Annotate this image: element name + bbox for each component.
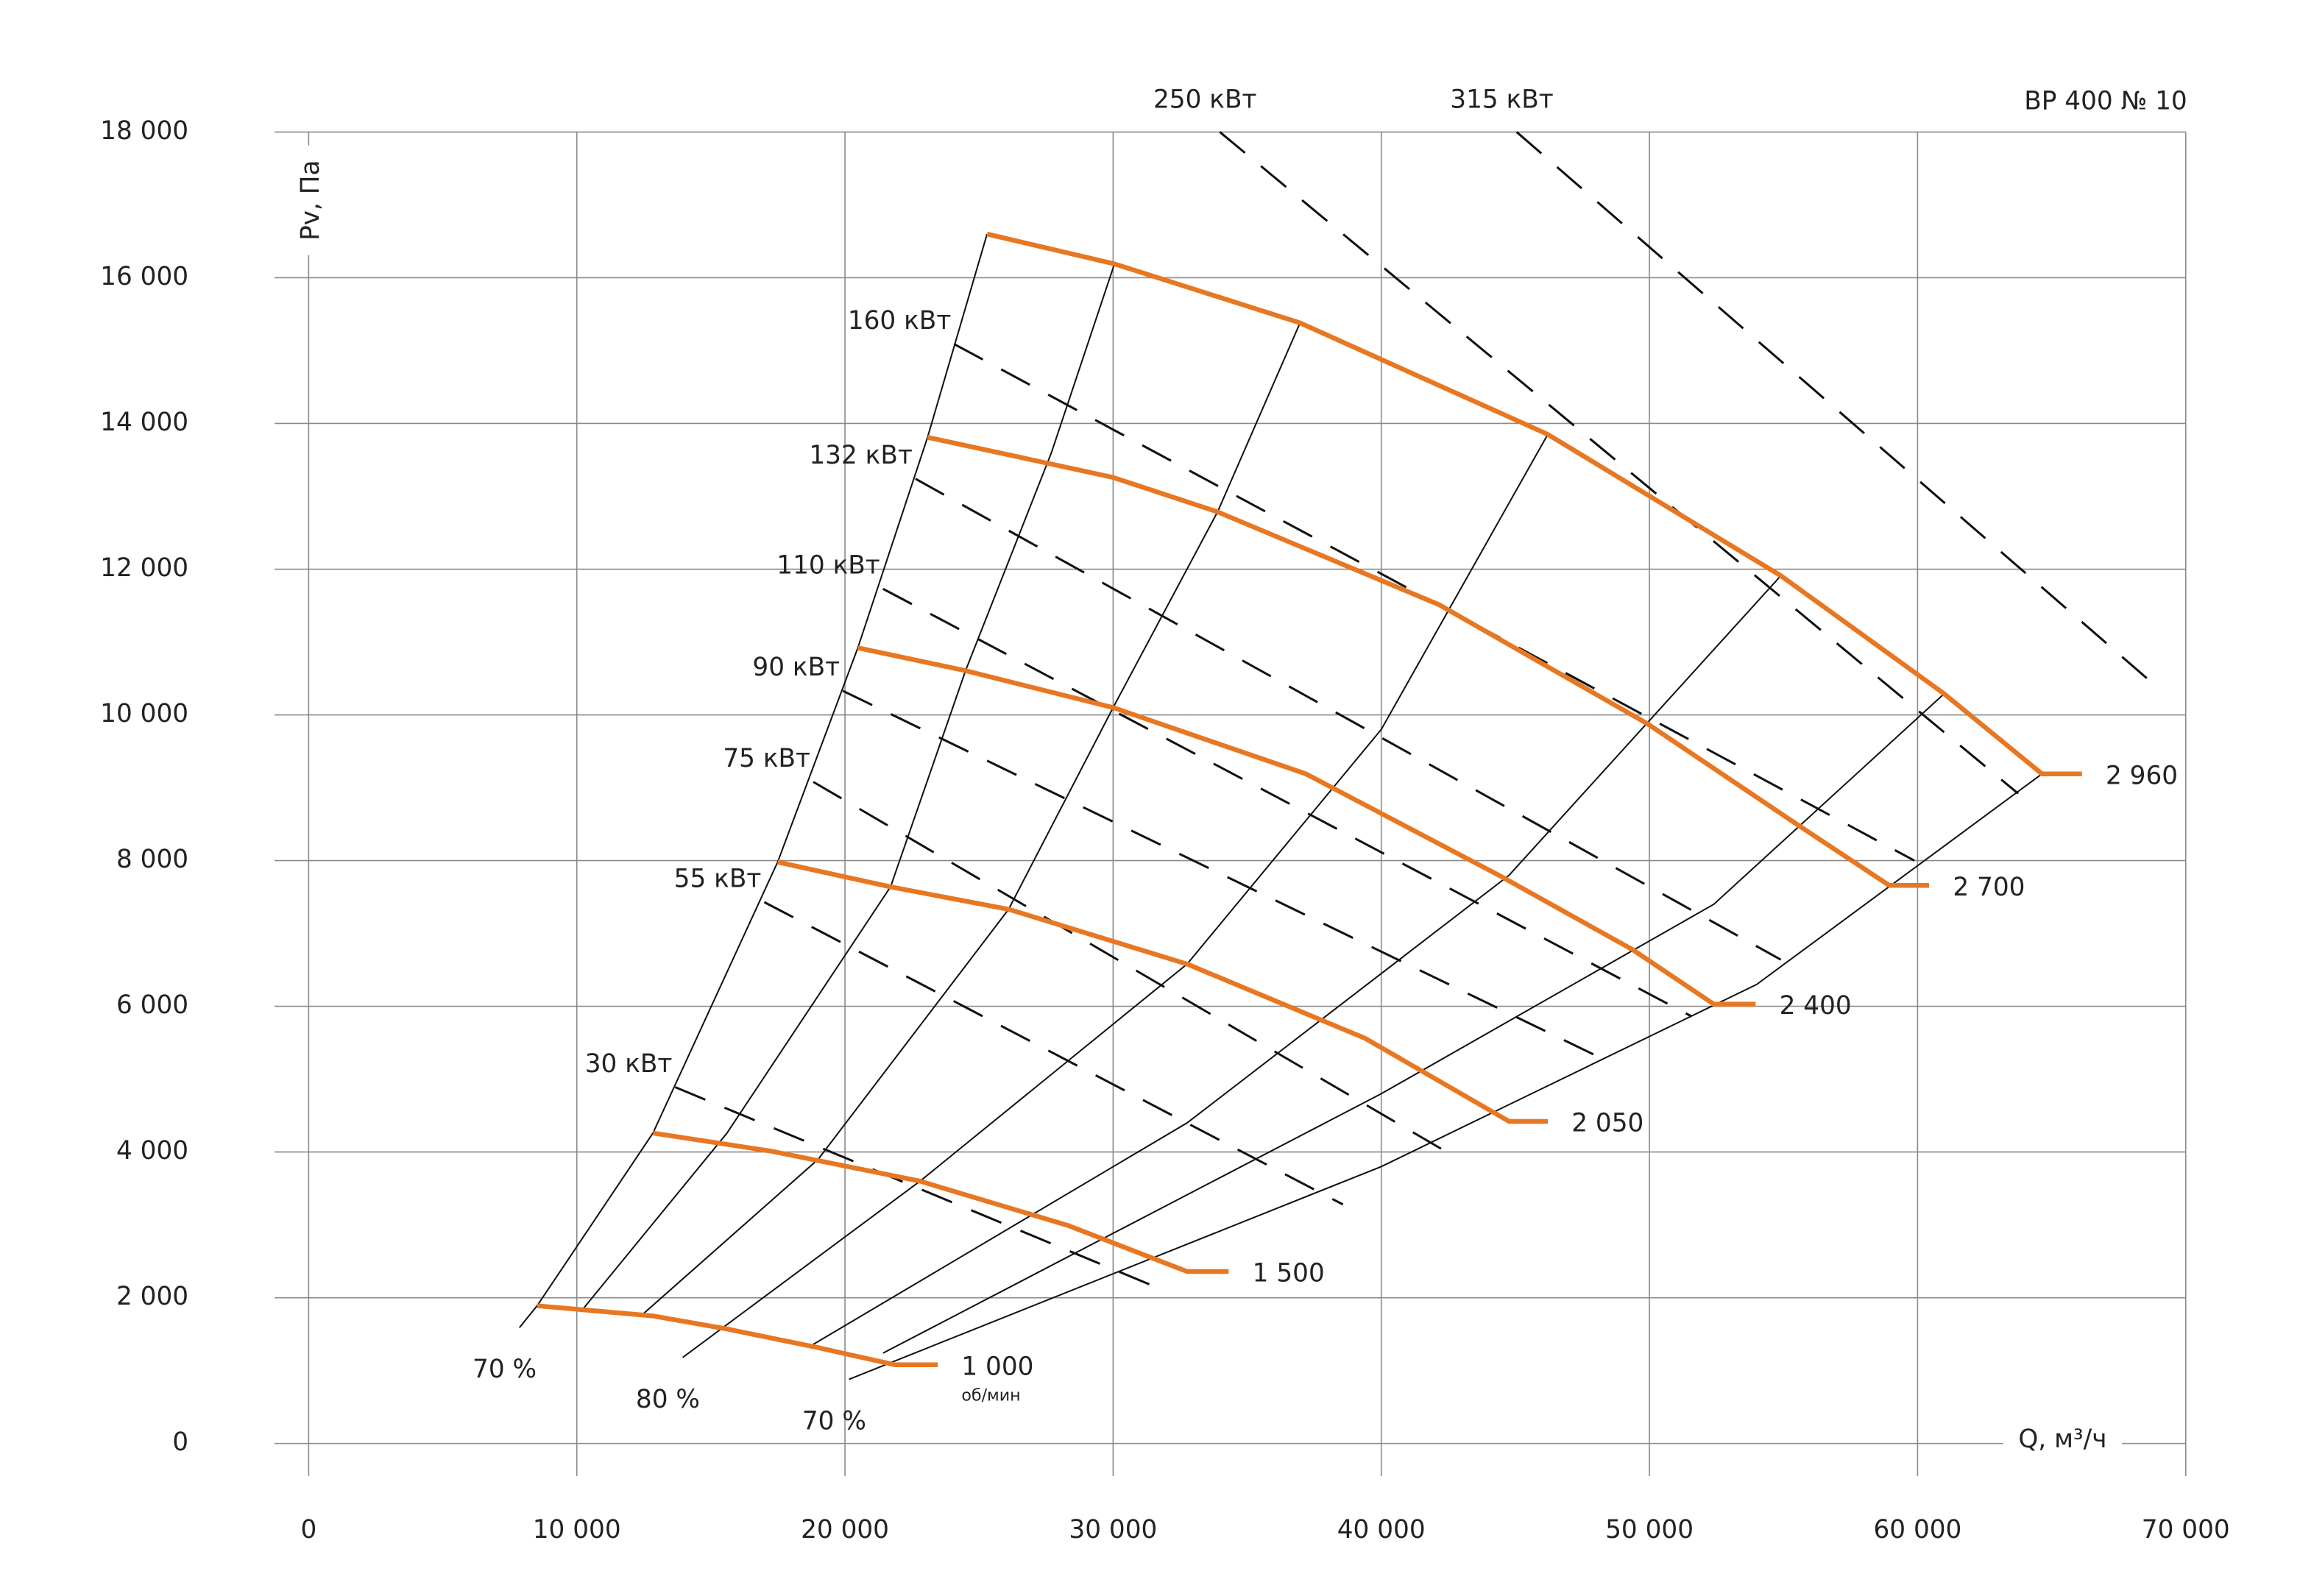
y-tick-label: 16 000: [100, 262, 188, 291]
y-tick-label: 18 000: [100, 116, 188, 146]
rpm-label: 2 400: [1780, 991, 1852, 1021]
efficiency-label: 70 %: [473, 1355, 537, 1384]
power-label: 250 кВт: [1153, 85, 1256, 115]
y-tick-label: 14 000: [100, 408, 188, 437]
rpm-label: 2 050: [1571, 1109, 1643, 1138]
power-label: 110 кВт: [776, 551, 880, 581]
rpm-curve: [537, 1303, 938, 1367]
chart-title: ВР 400 № 10: [2024, 87, 2187, 116]
power-label: 90 кВт: [752, 653, 840, 682]
rpm-label: 1 500: [1253, 1259, 1325, 1288]
x-axis-label: Q, м³/ч: [2018, 1425, 2106, 1454]
efficiency-line: [849, 773, 2043, 1380]
y-tick-label: 0: [172, 1427, 188, 1457]
power-label: 160 кВт: [848, 306, 951, 336]
rpm-label: 1 000: [961, 1352, 1033, 1381]
y-tick-label: 12 000: [100, 553, 188, 583]
power-line: [1515, 131, 2156, 687]
power-line: [813, 781, 1448, 1153]
power-line: [882, 587, 1693, 1018]
rpm-unit: об/мин: [961, 1386, 1020, 1405]
y-tick-label: 2 000: [116, 1282, 188, 1311]
rpm-curve: [927, 435, 1930, 888]
efficiency-label: 80 %: [636, 1385, 700, 1414]
rpm-curve: [986, 231, 2082, 776]
power-line: [1219, 131, 2019, 795]
efficiency-label: 70 %: [802, 1407, 866, 1436]
power-label: 30 кВт: [585, 1049, 673, 1079]
power-label: 315 кВт: [1450, 85, 1553, 115]
y-tick-label: 8 000: [116, 845, 188, 874]
rpm-label: 2 700: [1953, 873, 2025, 902]
x-tick-label: 50 000: [1605, 1515, 1694, 1544]
y-tick-label: 4 000: [116, 1136, 188, 1166]
x-tick-label: 40 000: [1337, 1515, 1426, 1544]
power-line: [674, 1086, 1151, 1286]
power-label: 55 кВт: [674, 864, 762, 893]
power-line: [842, 689, 1611, 1064]
power-line: [763, 901, 1344, 1206]
efficiency-line: [642, 322, 1301, 1316]
x-tick-label: 0: [300, 1515, 316, 1544]
x-tick-label: 60 000: [1873, 1515, 1961, 1544]
label-bg: [2003, 1424, 2123, 1460]
efficiency-line: [813, 575, 1782, 1345]
efficiency-line: [518, 233, 988, 1328]
rpm-curve: [776, 859, 1548, 1124]
label-bg: [294, 145, 324, 255]
x-tick-label: 20 000: [801, 1515, 889, 1544]
efficiency-line: [582, 263, 1116, 1310]
rpm-label: 2 960: [2106, 761, 2178, 790]
x-tick-label: 70 000: [2142, 1515, 2230, 1544]
y-tick-label: 10 000: [100, 699, 188, 728]
power-label: 132 кВт: [809, 441, 912, 470]
x-tick-label: 10 000: [533, 1515, 621, 1544]
y-axis-label: Pv, Па: [296, 160, 325, 240]
x-tick-label: 30 000: [1069, 1515, 1157, 1544]
rpm-curve: [652, 1130, 1229, 1274]
power-label: 75 кВт: [723, 744, 810, 773]
y-tick-label: 6 000: [116, 990, 188, 1020]
rpm-curve: [857, 645, 1756, 1007]
efficiency-line: [882, 693, 1945, 1354]
power-line: [915, 478, 1782, 961]
